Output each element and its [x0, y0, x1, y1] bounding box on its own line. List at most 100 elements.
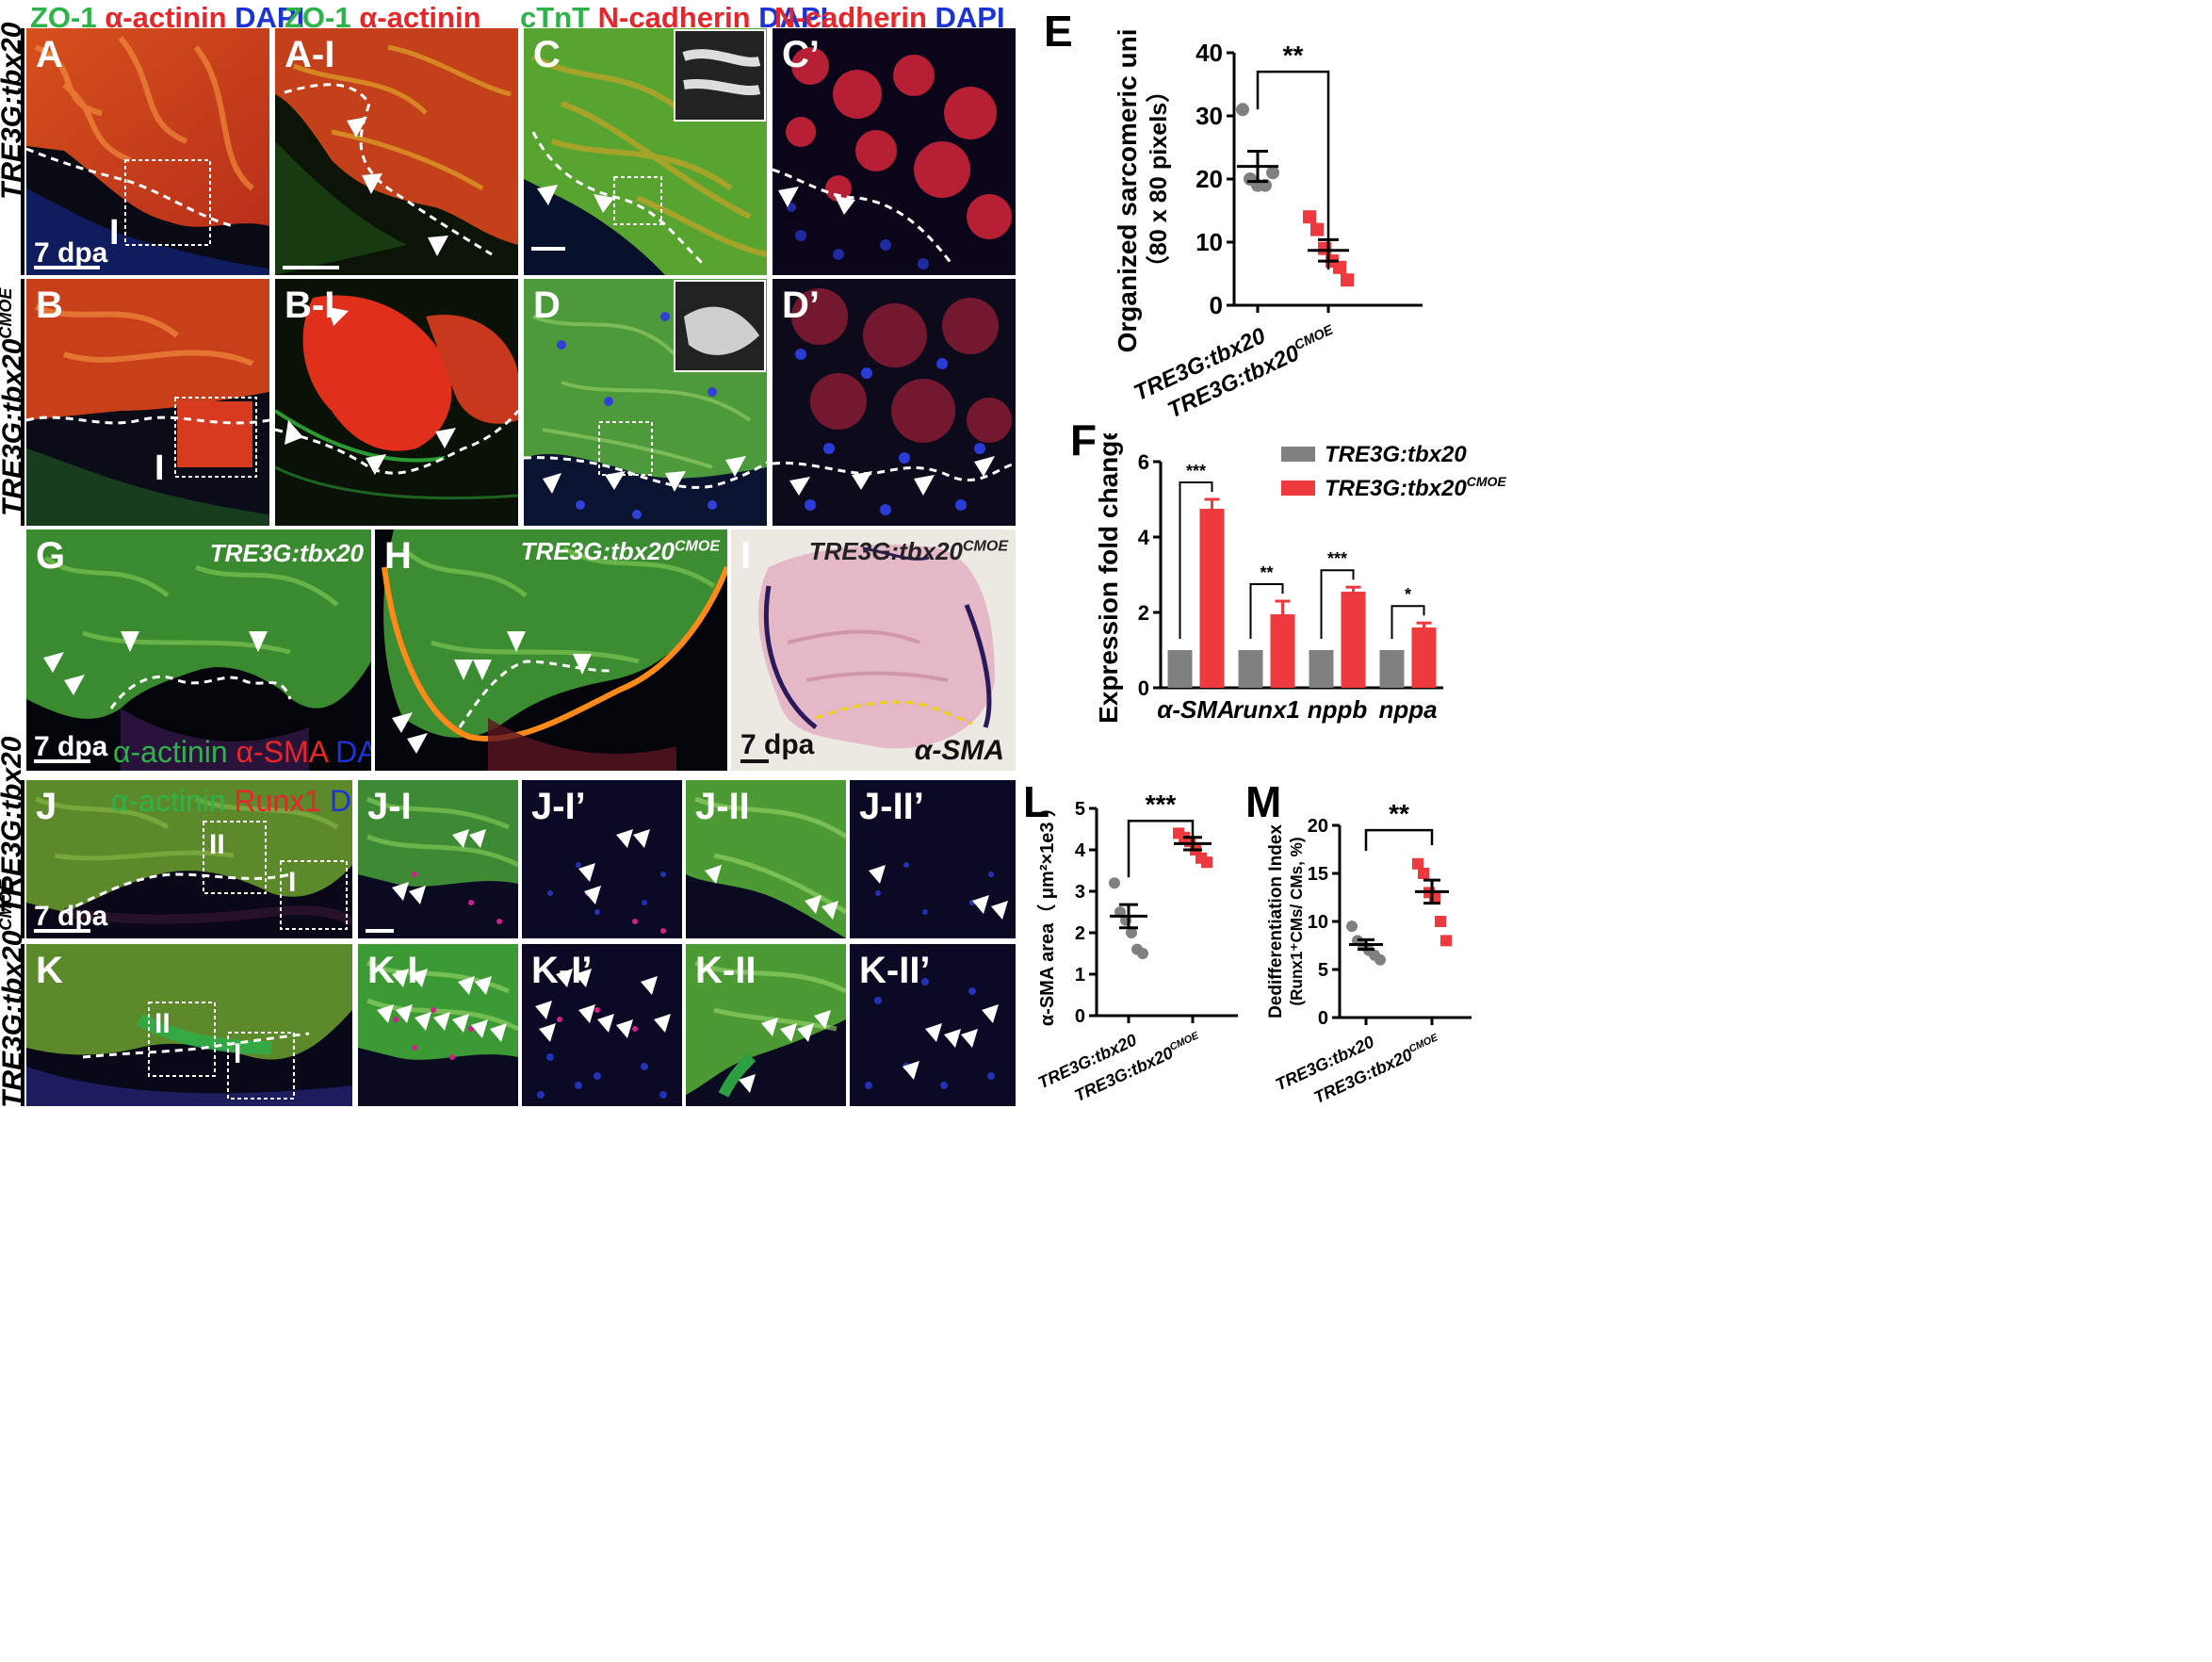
panel-A-I: A-I	[275, 28, 518, 275]
panel-G-stain-legend: α-actinin α-SMA DAPI	[113, 735, 371, 770]
label-segment: DAPI	[329, 784, 352, 818]
significance-bracket	[1127, 819, 1195, 878]
significance-bracket	[1364, 828, 1434, 852]
row-bar-1	[21, 28, 24, 275]
data-point	[1341, 273, 1354, 287]
y-tick-label: 5	[1318, 960, 1328, 981]
panel-J: J II I α-actinin Runx1 DAPI 7 dpa	[26, 780, 352, 938]
panel-D: D	[524, 279, 767, 526]
significance-label: ***	[1327, 549, 1347, 568]
legend-label: TRE3G:tbx20CMOE	[1325, 474, 1506, 501]
panel-E-letter: E	[1044, 7, 1073, 56]
panel-K: K II I	[26, 944, 352, 1106]
panel-J-I-prime-label: J-I’	[531, 786, 586, 827]
panel-G-image	[26, 530, 371, 771]
data-point	[1109, 877, 1120, 889]
y-tick-label: 0	[1318, 1008, 1328, 1029]
bar	[1199, 509, 1225, 688]
panel-K-II: K-II	[686, 944, 846, 1106]
panel-C-prime-label: C’	[782, 34, 820, 75]
panel-L-letter: L	[1023, 777, 1050, 826]
significance-bracket	[1256, 70, 1330, 270]
data-point	[1435, 916, 1446, 927]
data-point	[1412, 857, 1423, 870]
bar	[1411, 627, 1437, 688]
y-axis-label: Dedifferentiation Index	[1266, 824, 1286, 1018]
panel-J-I: J-I	[358, 780, 518, 938]
data-point	[1201, 856, 1212, 869]
panel-I-scalebar	[740, 759, 769, 763]
y-axis-label-2: （80 x 80 pixels）	[1145, 79, 1172, 280]
panel-J-inset-I: I	[288, 867, 297, 898]
panel-D-prime-label: D’	[782, 285, 820, 326]
chart-E: 0 10 20 30 40 Organized sarcomeric units （80 x…	[1113, 28, 1423, 423]
y-tick-label: 5	[1075, 799, 1085, 820]
panel-K-II-prime-image	[850, 944, 1016, 1106]
panel-J-II-prime: J-II’	[850, 780, 1016, 938]
y-tick-label: 2	[1075, 923, 1085, 944]
panel-D-prime: D’	[773, 279, 1016, 526]
panel-G-label: G	[36, 535, 66, 577]
significance-label: ***	[1146, 791, 1177, 819]
significance-label: *	[1405, 585, 1411, 604]
x-category-label: α-SMA	[1157, 695, 1235, 724]
panel-I-image	[731, 530, 1016, 771]
data-point	[1236, 103, 1249, 117]
panel-A: A I 7 dpa	[26, 28, 269, 275]
y-tick-label: 20	[1308, 816, 1328, 837]
panel-J-I-prime: J-I’	[522, 780, 682, 938]
significance-label: **	[1389, 799, 1409, 828]
data-point	[1418, 868, 1429, 879]
panel-D-prime-image	[773, 279, 1016, 526]
y-tick-label: 1	[1075, 965, 1085, 986]
panel-K-I: K-I	[358, 944, 518, 1106]
panel-K-I-prime: K-I’	[522, 944, 682, 1106]
panel-A-dpa: 7 dpa	[34, 237, 108, 269]
data-point	[1333, 260, 1346, 274]
y-tick-label: 10	[1195, 228, 1223, 256]
panel-C-scalebar	[531, 247, 565, 251]
x-category-label: nppa	[1378, 695, 1437, 724]
panel-J-II-image	[686, 780, 846, 938]
panel-K-II-prime: K-II’	[850, 944, 1016, 1106]
significance-bracket	[1320, 569, 1355, 639]
y-axis-label: Expression fold change	[1094, 433, 1123, 724]
panel-C-image	[524, 28, 767, 275]
label-segment: α-actinin	[111, 784, 235, 818]
y-tick-label: 6	[1138, 450, 1149, 474]
panel-F-letter: F	[1070, 416, 1098, 464]
panel-A-I-label: A-I	[285, 34, 335, 75]
legend-label: TRE3G:tbx20	[1325, 442, 1467, 467]
panel-B-image	[26, 279, 269, 526]
row-bar-2	[21, 279, 24, 526]
panel-G-dpa: 7 dpa	[34, 731, 108, 762]
panel-K-label: K	[36, 950, 63, 991]
panel-B-inset-label: I	[155, 448, 165, 488]
significance-bracket	[1391, 605, 1425, 639]
data-point	[1440, 935, 1452, 947]
data-point	[1303, 210, 1316, 224]
y-axis-label-2: (Runx1⁺CMs/ CMs, %)	[1288, 837, 1306, 1005]
label-segment: Runx1	[234, 784, 330, 818]
panel-A-I-scalebar	[283, 266, 339, 269]
panel-I: I TRE3G:tbx20CMOE 7 dpa α-SMA	[731, 530, 1016, 771]
row-label-K: TRE3G:tbx20CMOE	[0, 879, 28, 1108]
x-category-label: nppb	[1308, 695, 1368, 724]
panel-B: B I	[26, 279, 269, 526]
panel-J-I-label: J-I	[367, 786, 412, 827]
row-label-1: TRE3G:tbx20	[0, 22, 27, 200]
panel-H: H TRE3G:tbx20CMOE	[375, 530, 727, 771]
bar	[1341, 592, 1366, 688]
label-segment: DAPI	[335, 735, 371, 769]
panel-B-label: B	[36, 285, 63, 326]
panel-G-scalebar	[34, 759, 90, 763]
significance-label: ***	[1186, 462, 1206, 481]
panel-C-label: C	[533, 34, 561, 75]
data-point	[1266, 166, 1279, 180]
y-tick-label: 15	[1308, 864, 1328, 885]
panel-K-I-label: K-I	[367, 950, 418, 991]
panel-K-II-prime-label: K-II’	[859, 950, 931, 991]
panel-K-II-image	[686, 944, 846, 1106]
chart-M: 0 5 10 15 20 Dedifferentiation Index (Runx1⁺CM…	[1266, 799, 1472, 1107]
